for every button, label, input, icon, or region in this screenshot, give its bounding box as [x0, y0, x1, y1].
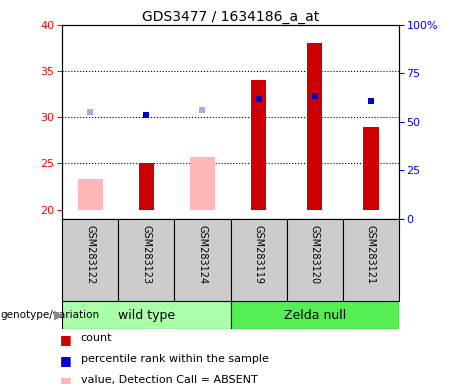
- Text: count: count: [81, 333, 112, 343]
- Text: Zelda null: Zelda null: [284, 309, 346, 322]
- Bar: [343, 219, 399, 301]
- Bar: [230, 301, 399, 329]
- Bar: [138, 164, 154, 210]
- Bar: [251, 80, 266, 210]
- Bar: [62, 219, 118, 301]
- Bar: [174, 219, 230, 301]
- Text: ▶: ▶: [54, 309, 64, 322]
- Text: GSM283121: GSM283121: [366, 225, 376, 285]
- Text: percentile rank within the sample: percentile rank within the sample: [81, 354, 269, 364]
- Bar: [363, 127, 378, 210]
- Bar: [62, 301, 230, 329]
- Bar: [307, 43, 323, 210]
- Text: GSM283119: GSM283119: [254, 225, 264, 285]
- Text: ■: ■: [60, 354, 71, 367]
- Text: ■: ■: [60, 375, 71, 384]
- Text: GSM283123: GSM283123: [142, 225, 151, 285]
- Text: GDS3477 / 1634186_a_at: GDS3477 / 1634186_a_at: [142, 10, 319, 23]
- Bar: [190, 157, 215, 210]
- Text: genotype/variation: genotype/variation: [0, 310, 99, 320]
- Text: GSM283122: GSM283122: [85, 225, 95, 285]
- Text: ■: ■: [60, 333, 71, 346]
- Text: value, Detection Call = ABSENT: value, Detection Call = ABSENT: [81, 375, 257, 384]
- Bar: [287, 219, 343, 301]
- Text: GSM283124: GSM283124: [197, 225, 207, 285]
- Bar: [77, 179, 103, 210]
- Bar: [230, 219, 287, 301]
- Bar: [118, 219, 174, 301]
- Text: wild type: wild type: [118, 309, 175, 322]
- Text: GSM283120: GSM283120: [310, 225, 319, 285]
